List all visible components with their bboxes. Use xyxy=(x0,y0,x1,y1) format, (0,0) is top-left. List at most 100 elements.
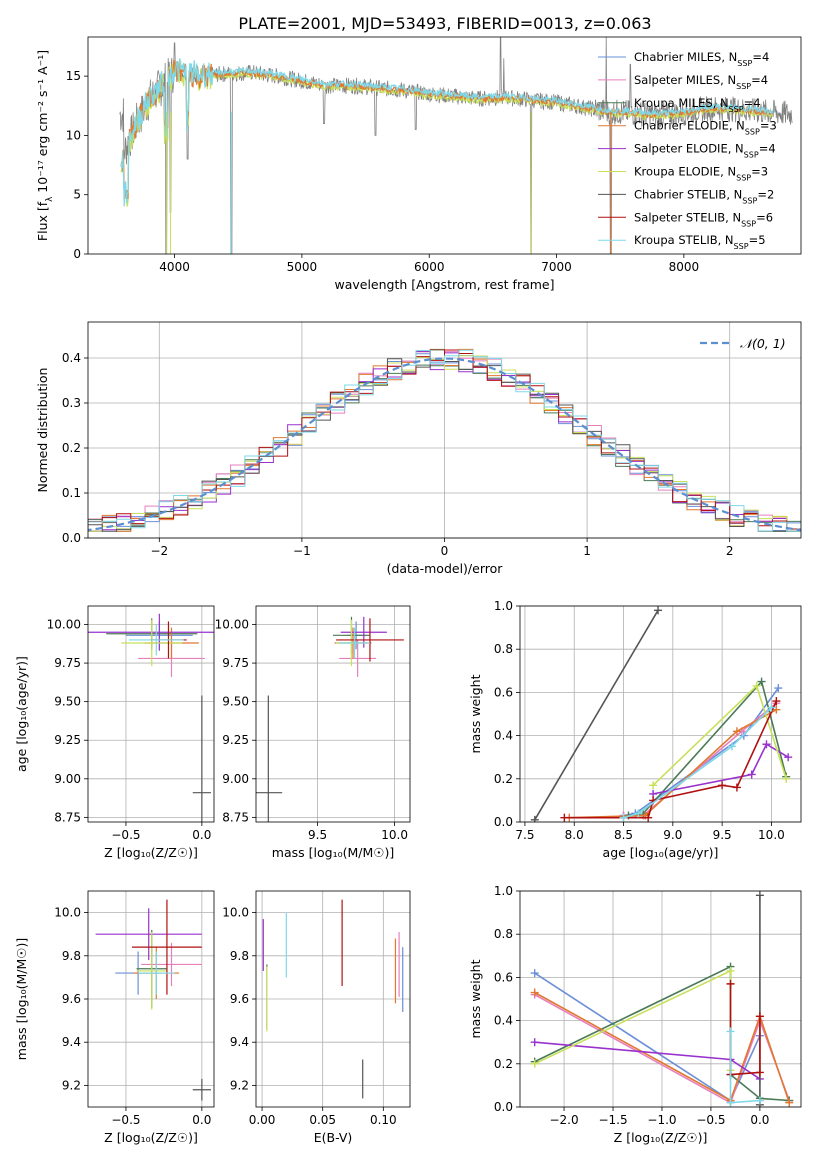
y-tick-label: 9.6 xyxy=(62,992,81,1006)
y-tick-label: 5 xyxy=(73,188,81,202)
gridlines xyxy=(256,606,410,822)
plot-area xyxy=(256,616,404,822)
y-axis-label: Flux [fλ 10⁻¹⁷ erg cm⁻² s⁻¹ A⁻¹] xyxy=(35,50,55,241)
weight-marker xyxy=(560,813,569,822)
weight-marker xyxy=(747,770,756,779)
y-tick-label: 0.0 xyxy=(62,531,81,545)
legend-label: Salpeter ELODIE, NSSP=4 xyxy=(634,142,776,160)
x-axis-label: (data-model)/error xyxy=(387,561,504,576)
x-axis-label: Z [log₁₀(Z/Z☉)] xyxy=(614,1130,708,1145)
model-spectrum-kroupa_stelib xyxy=(120,58,774,207)
x-tick-label: 8000 xyxy=(669,260,700,274)
x-axis-label: mass [log₁₀(M/M☉)] xyxy=(272,845,394,860)
y-axis-label: mass weight xyxy=(468,674,483,753)
weight-marker xyxy=(726,1098,735,1107)
x-tick-label: 0.0 xyxy=(192,1113,211,1127)
axes-frame xyxy=(87,890,215,1108)
weight-series-kroupa_stelib xyxy=(726,1027,764,1107)
x-tick-label: 0.10 xyxy=(370,1113,397,1127)
errorbar-chabrier_stelib xyxy=(256,695,283,822)
axes-frame xyxy=(87,36,802,255)
x-tick-label: −2 xyxy=(150,544,168,558)
weight-marker xyxy=(718,781,727,790)
weight-series-kroupa_stelib xyxy=(619,703,776,822)
weight-marker xyxy=(772,705,781,714)
y-tick-label: 9.50 xyxy=(222,695,249,709)
figure-title: PLATE=2001, MJD=53493, FIBERID=0013, z=0… xyxy=(238,14,651,33)
weight-marker xyxy=(644,813,653,822)
plot-area xyxy=(88,613,214,822)
y-tick-label: 1.0 xyxy=(494,599,513,613)
y-axis-label: Normed distribution xyxy=(35,368,50,493)
axes-frame xyxy=(255,605,411,823)
x-tick-label: −1 xyxy=(293,544,311,558)
y-tick-label: 9.75 xyxy=(222,656,249,670)
weight-series-chabrier_stelib xyxy=(530,606,663,822)
legend-label: Salpeter MILES, NSSP=4 xyxy=(634,73,768,91)
x-tick-label: 7.5 xyxy=(515,828,534,842)
weight-marker xyxy=(530,988,539,997)
legend-label: Kroupa MILES, NSSP=4 xyxy=(634,96,761,114)
errorbar-salpeter_stelib xyxy=(132,899,202,995)
weight-marker xyxy=(772,697,781,706)
weight-marker xyxy=(762,740,771,749)
x-tick-label: 0 xyxy=(441,544,449,558)
x-tick-label: −0.5 xyxy=(696,1113,725,1127)
axes-frame xyxy=(519,605,802,823)
y-tick-label: 0.4 xyxy=(62,351,81,365)
x-tick-label: 1 xyxy=(583,544,591,558)
x-tick-label: −1.0 xyxy=(647,1113,676,1127)
model-spectrum-kroupa_elodie xyxy=(120,60,774,207)
x-tick-label: 0.00 xyxy=(249,1113,276,1127)
y-tick-label: 9.00 xyxy=(54,772,81,786)
weight-line xyxy=(564,700,778,819)
weight-marker xyxy=(755,891,764,900)
axes-frame xyxy=(87,605,215,823)
weight-line xyxy=(569,708,777,819)
weight-line xyxy=(534,991,791,1103)
chart-residuals: −2 −1 0 1 2 0.0 0.1 0.2 0.3 0.4 (data-model)/error… xyxy=(35,321,802,576)
y-tick-label: 0.2 xyxy=(62,441,81,455)
legend-label: Salpeter STELIB, NSSP=6 xyxy=(634,210,773,228)
x-tick-label: 4000 xyxy=(159,260,190,274)
y-tick-label: 0.0 xyxy=(494,1100,513,1114)
y-tick-label: 9.6 xyxy=(230,992,249,1006)
errorbar-kroupa_elodie xyxy=(136,932,167,1010)
legend-label: Kroupa STELIB, NSSP=5 xyxy=(634,233,766,251)
errorbar-salpeter_elodie xyxy=(88,613,214,651)
chart-mass-z: −0.5 0.0 9.2 9.4 9.6 9.8 10.0 Z [log₁₀(Z/Z☉)] ma… xyxy=(14,890,215,1145)
x-tick-label: 0.0 xyxy=(192,828,211,842)
x-tick-label: 10.0 xyxy=(381,828,408,842)
y-tick-label: 9.25 xyxy=(222,733,249,747)
weight-marker xyxy=(755,1096,764,1105)
x-axis-label: Z [log₁₀(Z/Z☉)] xyxy=(104,1130,198,1145)
x-tick-label: 7000 xyxy=(541,260,572,274)
weight-marker xyxy=(726,966,735,975)
weight-marker xyxy=(784,753,793,762)
errorbar-kroupa_stelib xyxy=(138,951,175,995)
weight-marker xyxy=(727,742,736,751)
y-tick-label: 0.4 xyxy=(494,729,513,743)
x-tick-label: 6000 xyxy=(414,260,445,274)
y-tick-label: 0.6 xyxy=(494,685,513,699)
y-tick-label: 9.4 xyxy=(62,1035,81,1049)
y-tick-label: 9.50 xyxy=(54,695,81,709)
x-tick-label: −2.0 xyxy=(549,1113,578,1127)
y-tick-label: 9.8 xyxy=(230,949,249,963)
weight-marker xyxy=(767,703,776,712)
y-tick-label: 9.8 xyxy=(62,949,81,963)
weight-marker xyxy=(757,677,766,686)
x-axis-label: Z [log₁₀(Z/Z☉)] xyxy=(104,845,198,860)
gridlines xyxy=(256,891,410,1107)
y-tick-label: 0.8 xyxy=(494,927,513,941)
y-tick-label: 8.75 xyxy=(54,810,81,824)
y-tick-label: 10.0 xyxy=(222,906,249,920)
weight-marker xyxy=(732,783,741,792)
x-axis-label: age [log₁₀(age/yr)] xyxy=(603,845,719,860)
x-tick-label: −0.5 xyxy=(111,828,140,842)
weight-marker xyxy=(726,1027,735,1036)
plot-area xyxy=(530,606,793,822)
y-tick-label: 0.1 xyxy=(62,486,81,500)
y-axis-label: mass [log₁₀(M/M☉)] xyxy=(14,938,29,1060)
